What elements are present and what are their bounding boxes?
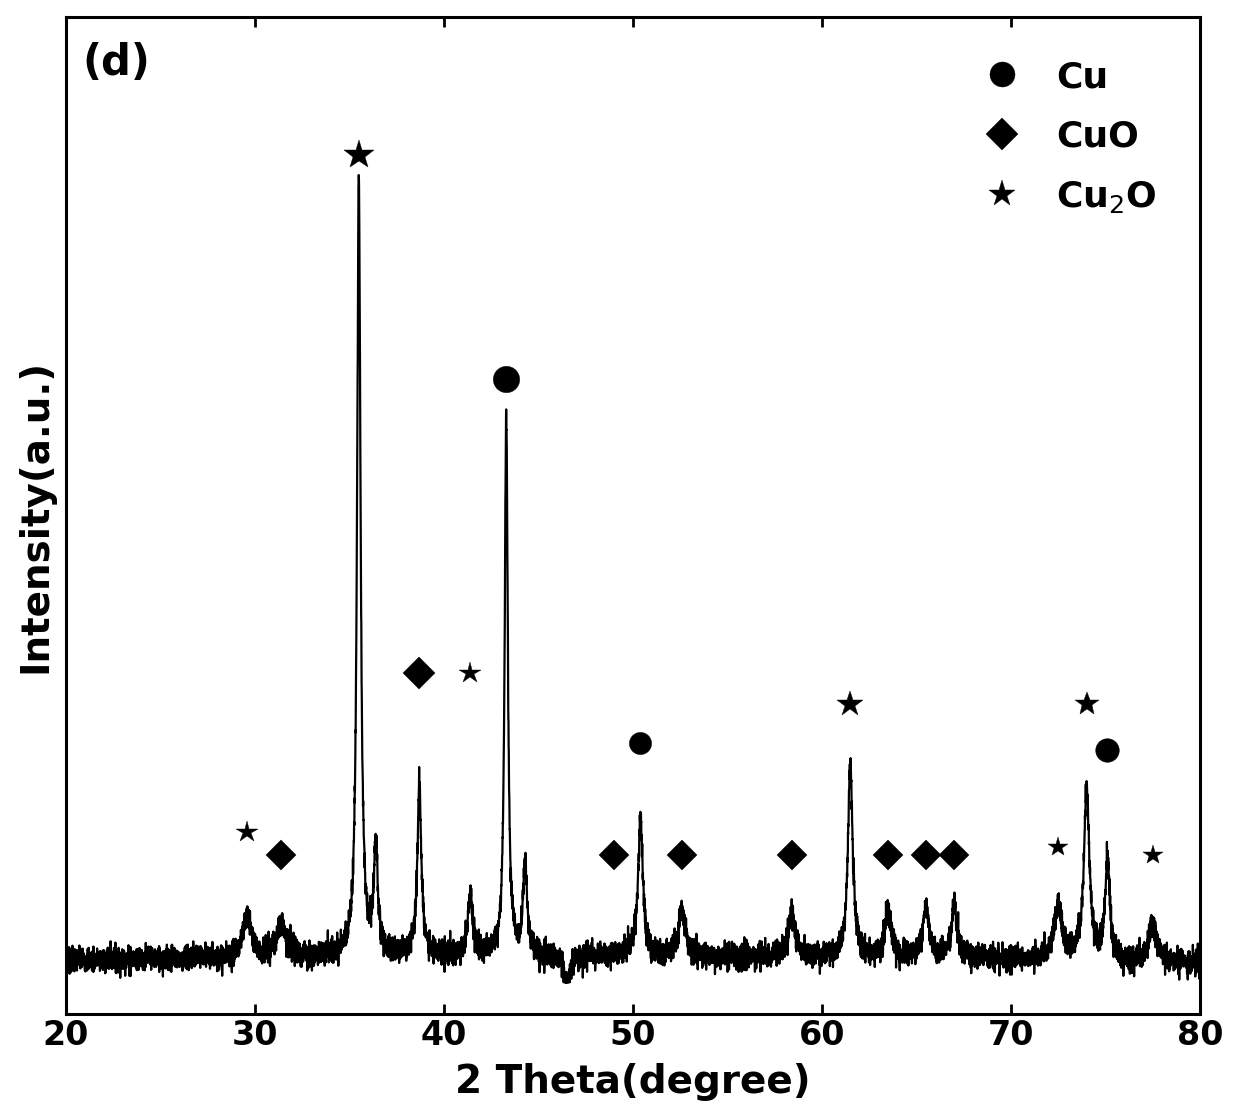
- Text: (d): (d): [83, 41, 151, 84]
- Legend: Cu, CuO, Cu$_2$O: Cu, CuO, Cu$_2$O: [951, 46, 1172, 229]
- X-axis label: 2 Theta(degree): 2 Theta(degree): [455, 1063, 811, 1101]
- Y-axis label: Intensity(a.u.): Intensity(a.u.): [16, 359, 55, 673]
